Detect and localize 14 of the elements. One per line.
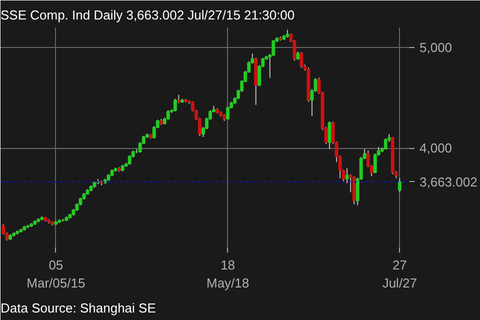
y-tick-label: 5,000 <box>420 40 452 56</box>
chart-title: SSE Comp. Ind Daily 3,663.002 Jul/27/15 21:30:00 <box>0 8 295 22</box>
x-tick-label: 27 Jul/27 <box>382 258 418 290</box>
candlestick <box>226 106 230 120</box>
source-note: Data Source: Shanghai SE <box>0 300 156 316</box>
candlestick <box>300 52 304 68</box>
candlestick <box>398 178 402 193</box>
y-tick-label: 4,000 <box>420 140 452 156</box>
candlestick <box>328 120 332 150</box>
ref-line-label: 3,663.002 <box>420 174 478 190</box>
candlestick <box>173 98 177 112</box>
x-tick-label: 05 Mar/05/15 <box>26 258 86 290</box>
candlestick <box>352 176 356 205</box>
x-tick-label: 18 May/18 <box>206 258 250 290</box>
